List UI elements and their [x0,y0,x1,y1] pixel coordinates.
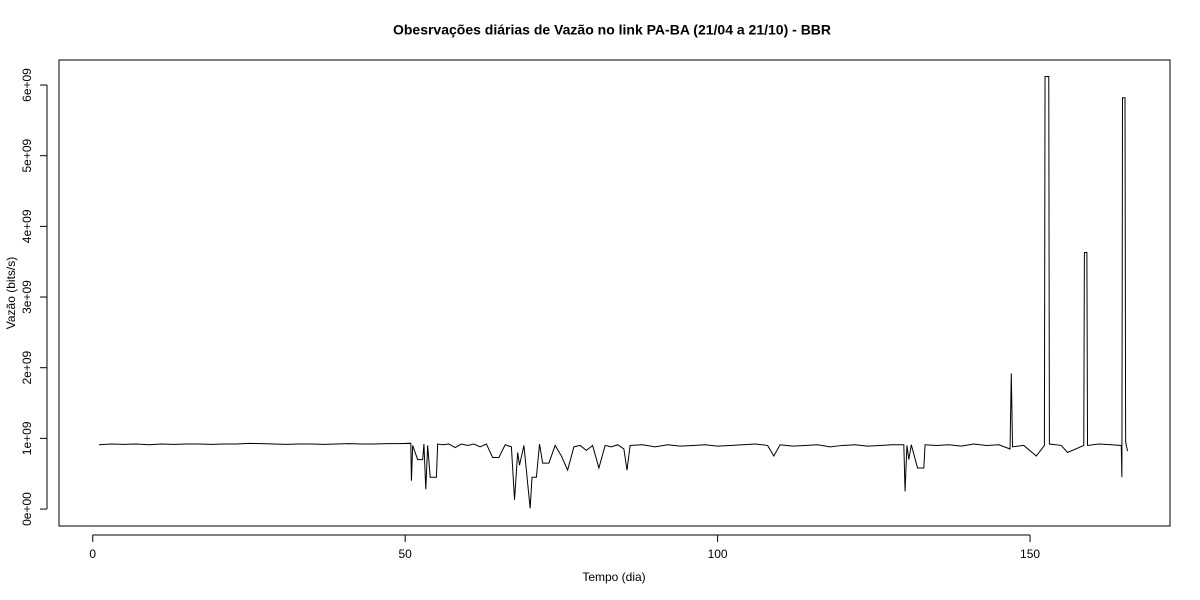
x-tick-label: 50 [398,547,412,561]
chart-title: Obesrvações diárias de Vazão no link PA-… [393,22,831,38]
plot-frame [58,59,1171,527]
y-axis-label: Vazão (bits/s) [4,257,18,329]
y-tick-label: 3e+09 [20,280,34,314]
x-tick-label: 100 [708,547,728,561]
y-tick-label: 6e+09 [20,68,34,102]
y-tick-label: 1e+09 [20,421,34,455]
x-tick-label: 0 [89,547,96,561]
y-tick-label: 2e+09 [20,351,34,385]
y-tick-label: 0e+00 [20,492,34,526]
y-tick-label: 5e+09 [20,139,34,173]
x-tick-label: 150 [1020,547,1040,561]
x-axis-label: Tempo (dia) [582,570,645,584]
data-line [98,76,1128,509]
y-tick-label: 4e+09 [20,209,34,243]
